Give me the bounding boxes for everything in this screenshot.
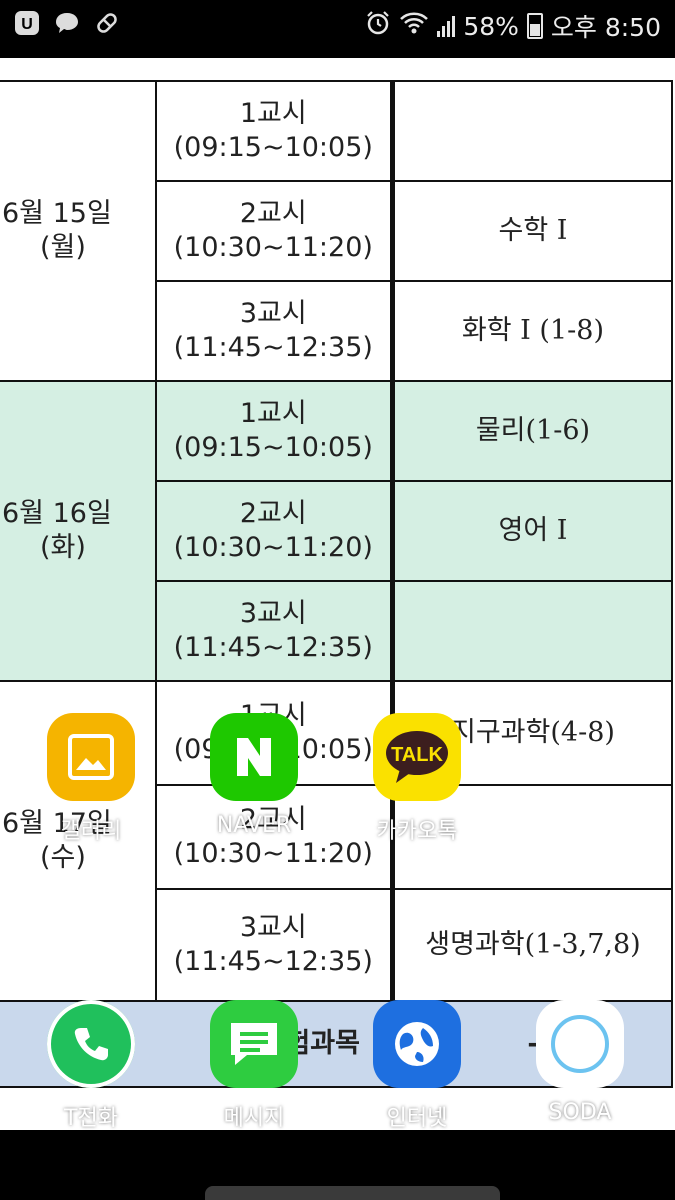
system-indicators: 58% 오후 8:50 — [365, 8, 661, 44]
period-label: 3교시 — [239, 598, 307, 629]
app-label: 카카오톡 — [376, 819, 458, 844]
signal-icon — [437, 15, 456, 37]
period-label: 2교시 — [239, 198, 307, 229]
pill-icon — [94, 10, 120, 36]
period-label: 1교시 — [239, 398, 307, 429]
exam-timetable: 6월 15일 (월) 1교시 (09:15~10:05) 2교시 (10:30~… — [0, 80, 673, 1088]
day-cell: 6월 16일 (화) — [0, 380, 157, 682]
day-cell: 6월 17일 (수) — [0, 680, 157, 1002]
status-bar: U 58% 오후 8:50 — [0, 0, 675, 58]
phone-icon — [47, 1000, 135, 1088]
period-label: 1교시 — [239, 98, 307, 129]
app-label: NAVER — [216, 813, 292, 838]
day-date: 6월 17일 — [2, 808, 112, 839]
period-time: (11:45~12:35) — [173, 332, 373, 363]
app-naver[interactable]: NAVER — [199, 713, 309, 838]
subject-cell: 생명과학(1-3,7,8) — [389, 888, 673, 1002]
period-label: 2교시 — [239, 498, 307, 529]
app-label: 메시지 — [223, 1106, 285, 1131]
home-screen-wallpaper: 6월 15일 (월) 1교시 (09:15~10:05) 2교시 (10:30~… — [0, 58, 675, 1130]
battery-percent: 58% — [463, 11, 519, 41]
subject-cell — [389, 784, 673, 890]
period-time: (11:45~12:35) — [173, 946, 373, 977]
chat-bubble-icon — [54, 10, 80, 36]
app-label: 인터넷 — [386, 1106, 448, 1131]
subject-cell: 수학 I — [389, 180, 673, 282]
svg-text:U: U — [21, 16, 33, 33]
app-label: SODA — [548, 1100, 612, 1125]
app-kakaotalk[interactable]: TALK 카카오톡 — [362, 713, 472, 845]
period-cell: 3교시 (11:45~12:35) — [154, 280, 394, 382]
period-cell: 3교시 (11:45~12:35) — [154, 580, 394, 682]
svg-text:TALK: TALK — [391, 744, 443, 766]
alarm-icon — [365, 10, 391, 42]
day-date: 6월 15일 — [2, 198, 112, 229]
period-cell: 1교시 (09:15~10:05) — [154, 80, 394, 182]
soda-icon — [536, 1000, 624, 1088]
period-cell: 2교시 (10:30~11:20) — [154, 480, 394, 582]
clock: 오후 8:50 — [550, 13, 661, 42]
naver-icon — [210, 713, 298, 801]
subject-cell: 영어 I — [389, 480, 673, 582]
navigation-handle[interactable] — [205, 1186, 500, 1200]
subject-cell — [389, 80, 673, 182]
app-tphone[interactable]: T전화 — [36, 1000, 146, 1132]
period-time: (11:45~12:35) — [173, 632, 373, 663]
period-cell: 3교시 (11:45~12:35) — [154, 888, 394, 1002]
subject-cell: 화학 I (1-8) — [389, 280, 673, 382]
subject-cell — [389, 580, 673, 682]
subject-cell: 물리(1-6) — [389, 380, 673, 482]
day-weekday: (화) — [40, 532, 86, 563]
u-plus-icon: U — [14, 10, 40, 36]
kakaotalk-icon: TALK — [373, 713, 461, 801]
period-label: 3교시 — [239, 298, 307, 329]
period-label: 2교시 — [239, 804, 307, 835]
period-cell: 2교시 (10:30~11:20) — [154, 180, 394, 282]
app-label: T전화 — [64, 1106, 118, 1131]
period-time: (10:30~11:20) — [173, 838, 373, 869]
gallery-icon — [47, 713, 135, 801]
footer-right-text: - — [527, 1028, 539, 1059]
wifi-icon — [399, 10, 429, 42]
day-date: 6월 16일 — [2, 498, 112, 529]
period-time: (10:30~11:20) — [173, 532, 373, 563]
internet-icon — [373, 1000, 461, 1088]
app-label: 갤러리 — [60, 819, 122, 844]
day-weekday: (월) — [40, 232, 86, 263]
app-gallery[interactable]: 갤러리 — [36, 713, 146, 845]
message-icon — [210, 1000, 298, 1088]
app-internet[interactable]: 인터넷 — [362, 1000, 472, 1132]
period-cell: 1교시 (09:15~10:05) — [154, 380, 394, 482]
day-weekday: (수) — [40, 842, 86, 873]
day-cell: 6월 15일 (월) — [0, 80, 157, 382]
notification-icons: U — [14, 10, 120, 36]
battery-icon — [526, 13, 543, 39]
period-time: (09:15~10:05) — [173, 132, 373, 163]
app-messages[interactable]: 메시지 — [199, 1000, 309, 1132]
period-time: (10:30~11:20) — [173, 232, 373, 263]
period-cell: 2교시 (10:30~11:20) — [154, 784, 394, 890]
app-soda[interactable]: SODA — [525, 1000, 635, 1125]
period-label: 3교시 — [239, 912, 307, 943]
period-time: (09:15~10:05) — [173, 432, 373, 463]
